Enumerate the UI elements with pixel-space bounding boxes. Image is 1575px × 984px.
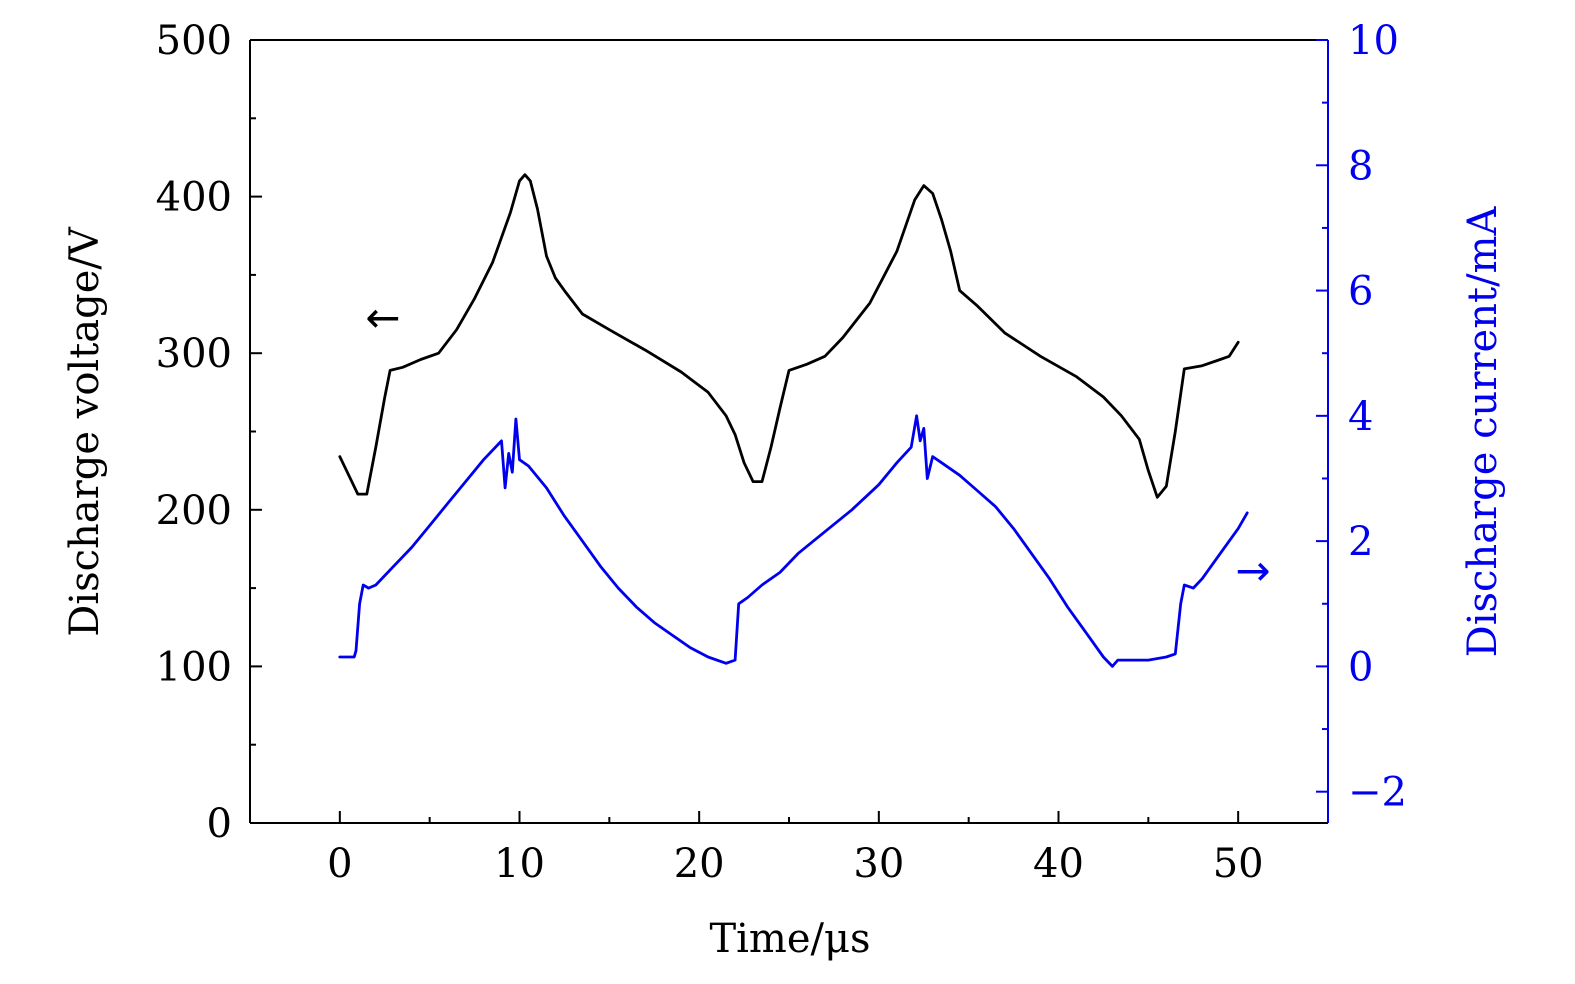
left-axis-title: Discharge voltage/V: [62, 226, 108, 637]
y-tick-label: 300: [156, 331, 232, 377]
y2-tick-label: 6: [1348, 269, 1373, 315]
right-axis-arrow: →: [1235, 546, 1270, 595]
x-tick-label: 10: [494, 841, 545, 887]
y-tick-label: 100: [156, 644, 232, 690]
y2-tick-label: 4: [1348, 394, 1373, 440]
x-tick-label: 30: [853, 841, 904, 887]
y-tick-label: 200: [156, 488, 232, 534]
series-group: [338, 173, 1249, 668]
x-tick-label: 0: [327, 841, 352, 887]
left-axis-arrow: ←: [365, 293, 400, 342]
plot-frame: [249, 39, 1329, 824]
y2-tick-label: 8: [1348, 143, 1373, 189]
y-tick-label: 400: [156, 175, 232, 221]
left-axis: 0 100 200 300 400 500: [156, 18, 262, 847]
y-tick-label: 0: [207, 801, 232, 847]
right-axis: −2 0 2 4 6 8 10: [1316, 18, 1407, 816]
annotations: ←→: [365, 293, 1270, 595]
bottom-axis: 0 10 20 30 40 50: [327, 811, 1264, 887]
current-series-line: [338, 414, 1249, 668]
x-tick-label: 20: [674, 841, 725, 887]
x-tick-label: 50: [1213, 841, 1264, 887]
y2-tick-label: 0: [1348, 644, 1373, 690]
y2-tick-label: 10: [1348, 18, 1399, 64]
x-tick-label: 40: [1033, 841, 1084, 887]
y2-tick-label: 2: [1348, 519, 1373, 565]
y-tick-label: 500: [156, 18, 232, 64]
y2-tick-label: −2: [1348, 770, 1407, 816]
x-axis-title: Time/μs: [709, 916, 870, 962]
right-axis-title: Discharge current/mA: [1460, 206, 1506, 658]
voltage-series-line: [338, 173, 1240, 499]
